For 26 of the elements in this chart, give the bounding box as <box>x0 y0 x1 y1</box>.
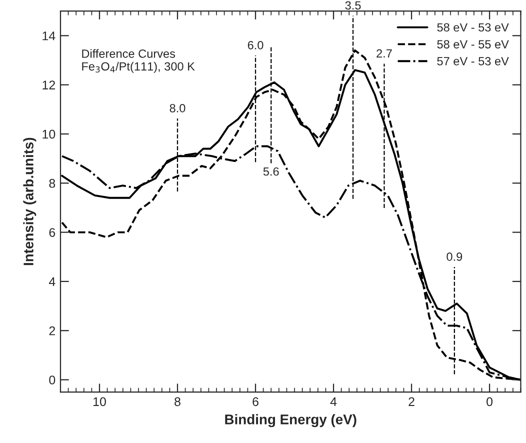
x-tick-label: 10 <box>93 397 106 406</box>
ref-line-label: 0.9 <box>446 252 462 261</box>
y-tick-label: 14 <box>42 32 56 40</box>
y-axis-title: Intensity (arb.units) <box>23 138 36 266</box>
x-tick-label: 2 <box>408 397 414 406</box>
legend-label: 58 eV - 53 eV <box>437 23 509 32</box>
y-tick-label: 4 <box>48 277 56 286</box>
x-axis-title: Binding Energy (eV) <box>225 414 356 428</box>
ref-line-label: 3.5 <box>345 1 361 10</box>
y-tick-label: 8 <box>49 178 56 188</box>
ref-line-label: 2.7 <box>376 49 392 58</box>
x-tick-label: 4 <box>330 397 337 406</box>
legend-label: 57 eV - 53 eV <box>437 57 509 66</box>
y-tick-label: 2 <box>49 326 55 336</box>
x-tick-label: 0 <box>486 397 493 406</box>
y-tick-label: 12 <box>42 80 56 90</box>
annotation: Difference Curves Fe$_{3}$O$_{4}$/Pt(111), 300 K <box>82 49 195 73</box>
legend-label: 58 eV - 55 eV <box>437 40 509 48</box>
y-tick-label: 0 <box>49 376 56 384</box>
y-tick-label: 10 <box>42 130 56 139</box>
ref-line-label: 5.6 <box>263 167 279 176</box>
y-tick-label: 6 <box>49 228 56 237</box>
x-tick-label: 8 <box>174 397 180 406</box>
x-tick-label: 6 <box>252 397 258 406</box>
ref-line-label: 8.0 <box>170 104 186 112</box>
ref-line-label: 6.0 <box>248 40 264 50</box>
